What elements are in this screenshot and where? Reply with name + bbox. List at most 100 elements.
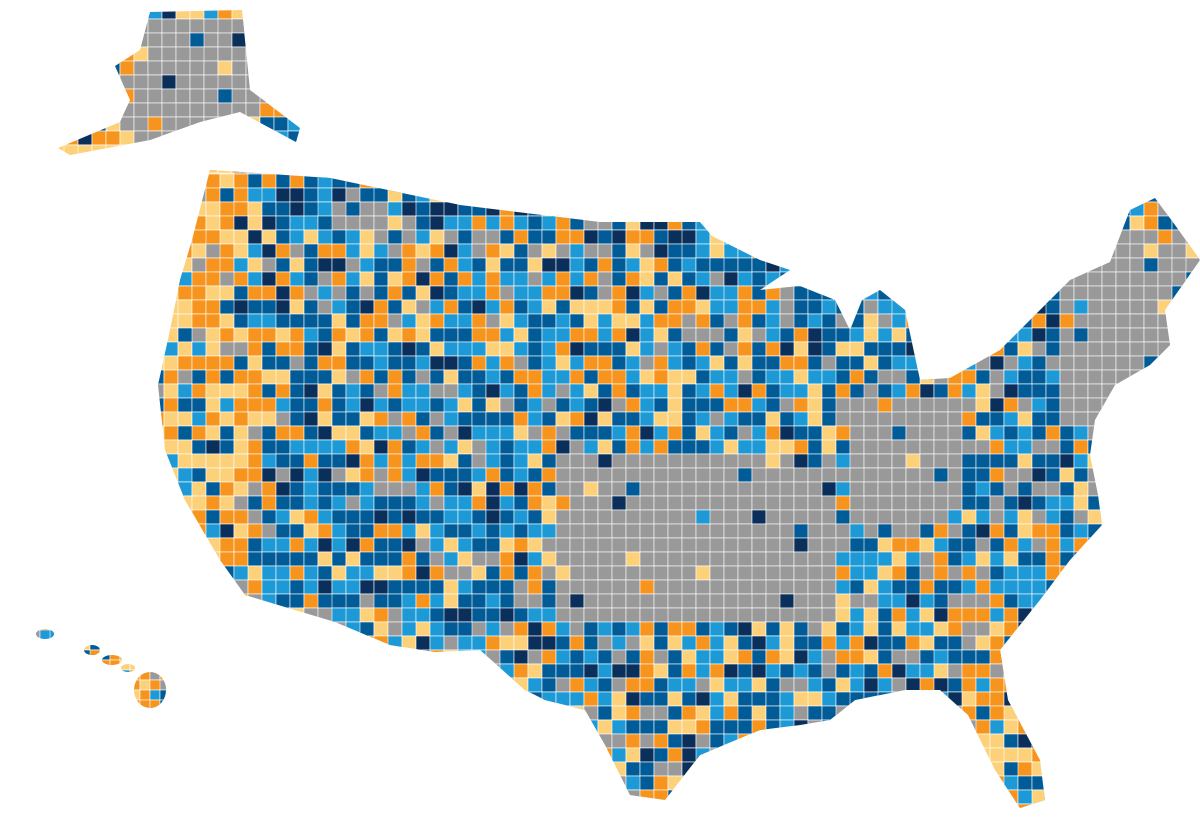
county <box>681 495 697 511</box>
county <box>877 663 893 679</box>
county <box>751 187 767 203</box>
county <box>429 187 445 203</box>
county <box>667 327 683 343</box>
county <box>261 649 277 665</box>
county <box>1143 789 1159 805</box>
county <box>891 775 907 791</box>
county <box>457 495 473 511</box>
county <box>905 439 921 455</box>
county <box>849 565 865 581</box>
county <box>359 159 375 175</box>
county <box>287 130 303 146</box>
county <box>807 187 837 203</box>
county <box>317 509 333 525</box>
county <box>429 719 445 735</box>
county <box>1059 173 1075 189</box>
county <box>639 243 655 259</box>
county <box>863 579 879 595</box>
county <box>513 705 529 721</box>
county <box>303 761 333 777</box>
county <box>625 635 641 651</box>
county <box>611 649 627 665</box>
county <box>695 397 711 413</box>
county <box>863 411 879 427</box>
county <box>1171 425 1187 441</box>
county <box>401 299 417 315</box>
county <box>975 495 991 511</box>
county <box>737 397 753 413</box>
county <box>737 495 753 511</box>
county <box>247 285 263 301</box>
county <box>653 551 669 567</box>
county <box>163 733 179 749</box>
county <box>191 607 207 623</box>
county <box>177 481 193 497</box>
county <box>303 789 333 805</box>
county <box>639 789 655 805</box>
county <box>429 299 445 315</box>
county <box>877 201 893 217</box>
county <box>807 523 823 539</box>
county <box>1087 719 1103 735</box>
county <box>429 565 445 581</box>
county <box>1185 313 1200 329</box>
county <box>163 621 179 637</box>
county <box>303 621 333 637</box>
county <box>1185 509 1200 525</box>
county <box>36 679 51 691</box>
county <box>163 369 179 385</box>
county <box>163 663 179 679</box>
county <box>919 257 949 273</box>
county <box>499 649 515 665</box>
county <box>597 747 613 763</box>
county <box>569 733 585 749</box>
county <box>303 677 319 693</box>
county <box>1087 537 1103 553</box>
county <box>639 691 655 707</box>
county <box>457 201 473 217</box>
county <box>177 453 193 469</box>
county <box>177 607 193 623</box>
county <box>709 523 725 539</box>
county <box>191 565 207 581</box>
county <box>1003 299 1019 315</box>
county <box>261 397 277 413</box>
county <box>1017 775 1033 791</box>
county <box>373 775 389 791</box>
county <box>1045 593 1061 609</box>
county <box>471 467 487 483</box>
county <box>331 677 347 693</box>
county <box>1017 285 1047 301</box>
county <box>723 229 739 245</box>
county <box>149 551 165 567</box>
county <box>779 229 809 245</box>
county <box>49 60 79 76</box>
county <box>149 537 165 553</box>
county <box>919 607 935 623</box>
county <box>1115 747 1145 763</box>
county <box>695 705 711 721</box>
county <box>947 789 963 805</box>
county <box>1045 691 1075 707</box>
county <box>261 551 277 567</box>
county <box>639 369 655 385</box>
county <box>1017 453 1033 469</box>
county <box>1045 719 1075 735</box>
county <box>1073 481 1089 497</box>
county <box>1017 761 1033 777</box>
county <box>1101 173 1117 189</box>
county <box>1115 691 1131 707</box>
county <box>1115 677 1145 693</box>
county <box>541 229 557 245</box>
county <box>877 355 893 371</box>
county <box>1171 285 1187 301</box>
county <box>723 271 739 287</box>
county <box>1157 761 1173 777</box>
county <box>99 619 111 631</box>
county <box>485 509 501 525</box>
county <box>359 411 375 427</box>
county <box>723 677 739 693</box>
county <box>261 257 277 273</box>
county <box>1059 691 1075 707</box>
county <box>1045 495 1061 511</box>
